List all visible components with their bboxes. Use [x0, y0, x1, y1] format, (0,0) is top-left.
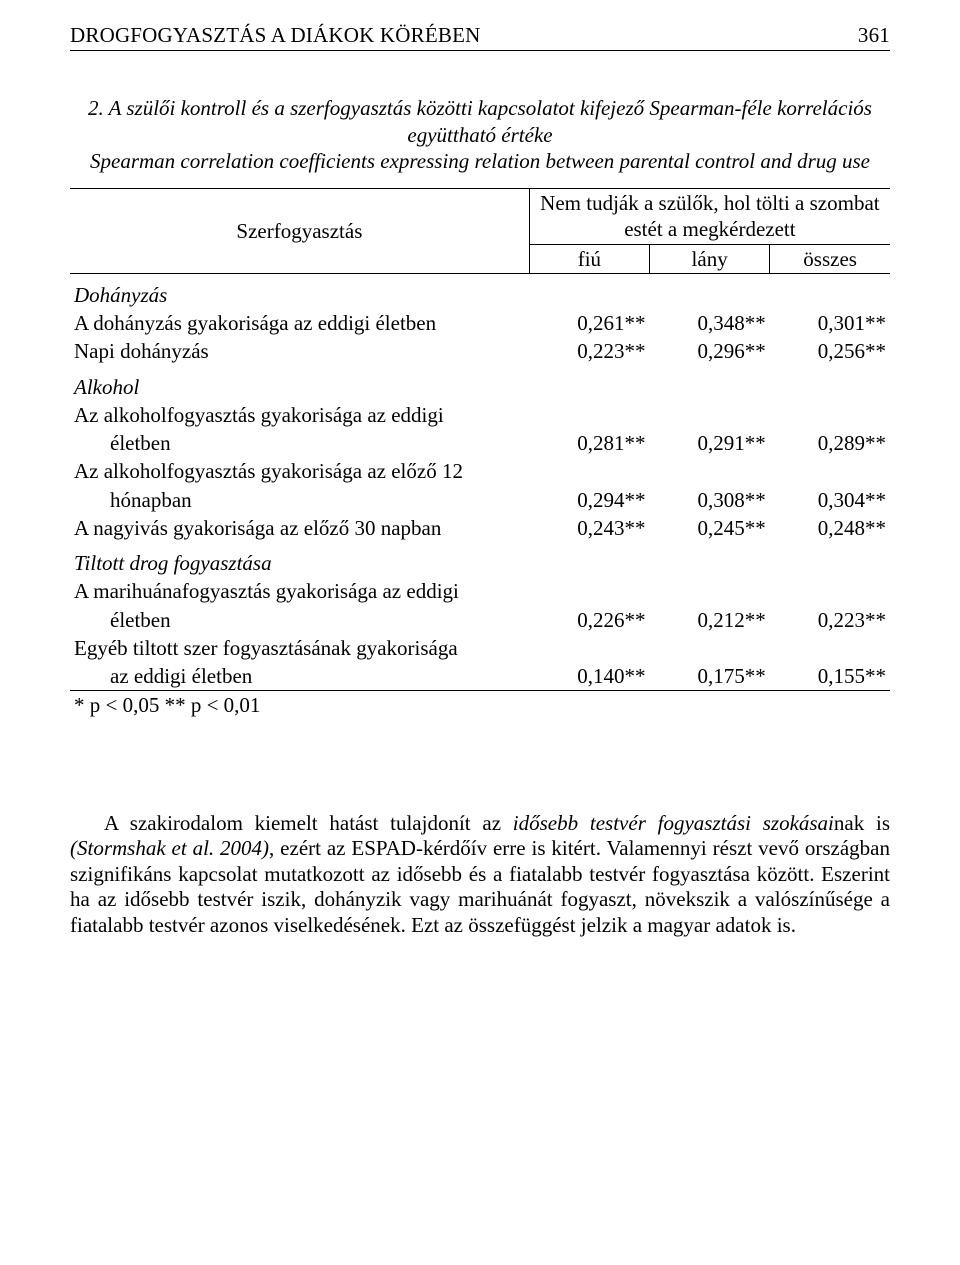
- header-col-lany: lány: [650, 244, 770, 273]
- cell-value: 0,294**: [529, 486, 649, 514]
- header-col-osszes: összes: [770, 244, 890, 273]
- cell-value: 0,243**: [529, 514, 649, 542]
- cell-value: 0,296**: [650, 337, 770, 365]
- header-rowlabel: Szerfogyasztás: [70, 189, 529, 274]
- cell-value: 0,348**: [650, 309, 770, 337]
- row-label: A nagyivás gyakorisága az előző 30 napba…: [70, 514, 529, 542]
- page: DROGFOGYASZTÁS A DIÁKOK KÖRÉBEN 361 2. A…: [0, 0, 960, 1265]
- running-head-title: DROGFOGYASZTÁS A DIÁKOK KÖRÉBEN: [70, 22, 480, 48]
- cell-value: 0,223**: [770, 606, 890, 634]
- cell-value: 0,226**: [529, 606, 649, 634]
- row-label-cont: életben: [70, 429, 529, 457]
- correlation-table: Szerfogyasztás Nem tudják a szülők, hol …: [70, 188, 890, 720]
- row-label: Az alkoholfogyasztás gyakorisága az előz…: [70, 457, 529, 485]
- cell-value: 0,289**: [770, 429, 890, 457]
- header-group: Nem tudják a szülők, hol tölti a szombat…: [529, 189, 890, 245]
- para-italic: idősebb testvér fogyasztási szokásai: [513, 811, 834, 835]
- row-label: Napi dohányzás: [70, 337, 529, 365]
- cell-value: 0,301**: [770, 309, 890, 337]
- table-caption-line2: Spearman correlation coefficients expres…: [70, 148, 890, 174]
- cell-value: 0,261**: [529, 309, 649, 337]
- table-caption: 2. A szülői kontroll és a szerfogyasztás…: [70, 95, 890, 174]
- group-title-dohanyzas: Dohányzás: [70, 273, 529, 309]
- row-label: Egyéb tiltott szer fogyasztásának gyakor…: [70, 634, 529, 662]
- cell-value: 0,291**: [650, 429, 770, 457]
- cell-value: 0,140**: [529, 662, 649, 691]
- header-col-fiu: fiú: [529, 244, 649, 273]
- cell-value: 0,308**: [650, 486, 770, 514]
- para-italic: (Stormshak et al. 2004): [70, 836, 269, 860]
- p-value-note: * p < 0,05 ** p < 0,01: [70, 691, 890, 720]
- cell-value: 0,245**: [650, 514, 770, 542]
- cell-value: 0,256**: [770, 337, 890, 365]
- row-label: A dohányzás gyakorisága az eddigi életbe…: [70, 309, 529, 337]
- group-title-alkohol: Alkohol: [70, 366, 529, 401]
- body-paragraph: A szakirodalom kiemelt hatást tulajdonít…: [70, 811, 890, 939]
- cell-value: 0,248**: [770, 514, 890, 542]
- cell-value: 0,304**: [770, 486, 890, 514]
- page-number: 361: [858, 22, 890, 48]
- row-label: A marihuánafogyasztás gyakorisága az edd…: [70, 577, 529, 605]
- row-label: Az alkoholfogyasztás gyakorisága az eddi…: [70, 401, 529, 429]
- cell-value: 0,281**: [529, 429, 649, 457]
- para-text: A szakirodalom kiemelt hatást tulajdonít…: [104, 811, 513, 835]
- row-label-cont: hónapban: [70, 486, 529, 514]
- group-title-tiltott: Tiltott drog fogyasztása: [70, 542, 529, 577]
- cell-value: 0,223**: [529, 337, 649, 365]
- cell-value: 0,155**: [770, 662, 890, 691]
- running-head: DROGFOGYASZTÁS A DIÁKOK KÖRÉBEN 361: [70, 22, 890, 51]
- row-label-cont: életben: [70, 606, 529, 634]
- cell-value: 0,175**: [650, 662, 770, 691]
- row-label-cont: az eddigi életben: [70, 662, 529, 691]
- cell-value: 0,212**: [650, 606, 770, 634]
- para-text: nak is: [834, 811, 890, 835]
- table-caption-line1: 2. A szülői kontroll és a szerfogyasztás…: [70, 95, 890, 148]
